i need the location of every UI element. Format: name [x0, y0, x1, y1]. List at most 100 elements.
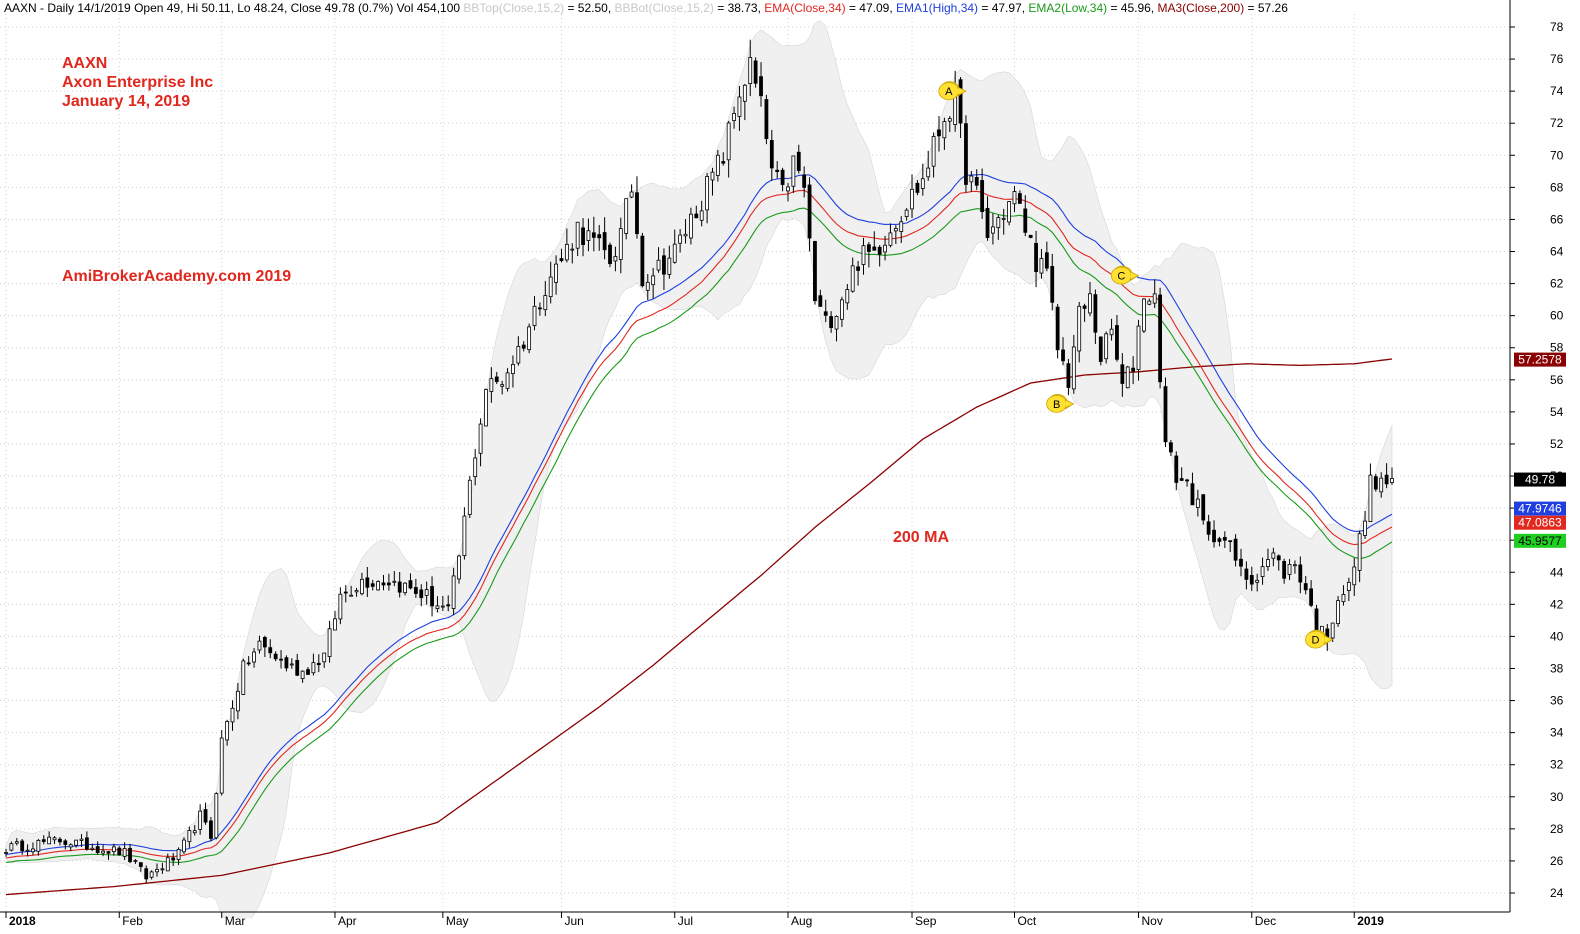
candle-body [1255, 579, 1260, 583]
y-tick-label: 64 [1550, 245, 1564, 259]
candle-body [996, 217, 1001, 229]
candle-body [408, 580, 413, 589]
y-axis: 2426283032343638404244464850525456586062… [1509, 0, 1564, 912]
candle-body [780, 169, 785, 185]
candle-body [257, 640, 262, 651]
y-tick-label: 24 [1550, 886, 1564, 900]
candle-body [618, 228, 623, 260]
candle-body [333, 618, 337, 631]
candle-body [478, 423, 483, 454]
header-segment: = 52.50, [564, 1, 614, 15]
candle-body [624, 198, 629, 234]
candle-body [467, 479, 472, 515]
candle-body [753, 60, 758, 84]
candle-body [1088, 293, 1092, 314]
candle-body [527, 326, 532, 351]
candle-body [1142, 298, 1146, 332]
candle-body [1336, 600, 1340, 625]
header-segment: = 57.26 [1244, 1, 1288, 15]
candle-body [144, 868, 149, 880]
candle-body [1028, 234, 1033, 238]
candle-body [775, 169, 780, 172]
y-tick-label: 32 [1550, 758, 1564, 772]
candle-body [95, 846, 100, 853]
candle-body [360, 578, 364, 595]
candle-body [689, 213, 693, 239]
candle-body [678, 234, 683, 244]
candle-body [1115, 325, 1119, 360]
candle-body [742, 84, 747, 102]
candle-body [246, 662, 251, 665]
candle-body [1287, 564, 1292, 575]
candle-body [1055, 306, 1060, 351]
candle-body [343, 591, 348, 594]
candle-body [872, 246, 877, 251]
candle-body [4, 852, 8, 854]
candle-body [322, 652, 327, 663]
candle-body [9, 843, 14, 851]
candle-body [974, 177, 979, 186]
candle-body [705, 176, 709, 211]
header-segment: EMA1(High,34) [896, 1, 978, 15]
marker-a: A [938, 81, 967, 101]
candle-body [316, 662, 321, 666]
candle-body [268, 647, 273, 654]
candle-body [521, 344, 526, 349]
candle-body [1136, 325, 1141, 370]
candle-body [964, 123, 968, 185]
price-tag: 45.9577 [1514, 533, 1566, 548]
header-segment: = 45.96, [1107, 1, 1157, 15]
candle-body [667, 257, 672, 275]
candle-body [462, 515, 467, 557]
candle-body [1228, 540, 1233, 543]
candle-body [20, 840, 25, 852]
candle-body [1363, 520, 1367, 536]
candle-body [791, 155, 796, 187]
company-label: Axon Enterprise Inc [62, 74, 213, 91]
candle-body [1201, 494, 1206, 521]
candle-body [958, 79, 963, 124]
candle-body [235, 690, 240, 712]
candle-body [1303, 583, 1308, 591]
header-segment: EMA2(Low,34) [1028, 1, 1107, 15]
candle-body [1212, 529, 1216, 543]
candle-body [910, 188, 914, 210]
price-tag-label: 49.78 [1525, 473, 1555, 487]
candle-body [1066, 363, 1071, 388]
candle-body [937, 129, 941, 137]
candle-body [424, 589, 429, 596]
candle-body [171, 857, 176, 861]
candle-body [1368, 474, 1373, 523]
candle-body [300, 670, 305, 679]
candle-body [74, 839, 79, 846]
candle-body [1147, 300, 1152, 305]
candle-body [1017, 193, 1022, 204]
candle-body [710, 171, 715, 181]
y-tick-label: 74 [1550, 84, 1564, 98]
candle-body [397, 581, 402, 593]
candle-body [306, 669, 310, 675]
marker-c: C [1110, 265, 1140, 285]
candle-body [721, 161, 726, 164]
candle-body [866, 244, 871, 252]
chart-header: AAXN - Daily 14/1/2019 Open 49, Hi 50.11… [4, 1, 1288, 15]
candle-body [1249, 575, 1254, 585]
candle-body [877, 246, 882, 255]
candle-body [451, 575, 456, 609]
candle-body [338, 593, 343, 620]
candle-body [1050, 266, 1055, 303]
y-tick-label: 66 [1550, 212, 1564, 226]
candle-body [1190, 483, 1195, 506]
candle-body [1174, 455, 1179, 483]
candle-body [138, 862, 143, 867]
candle-body [1125, 366, 1130, 389]
candle-body [1390, 478, 1394, 483]
candle-body [36, 839, 41, 852]
candle-body [1298, 564, 1303, 583]
candle-body [920, 178, 925, 189]
candle-body [893, 228, 898, 232]
candle-body [225, 721, 230, 741]
marker-label: A [945, 86, 953, 98]
candle-body [403, 582, 407, 594]
y-tick-label: 56 [1550, 373, 1564, 387]
